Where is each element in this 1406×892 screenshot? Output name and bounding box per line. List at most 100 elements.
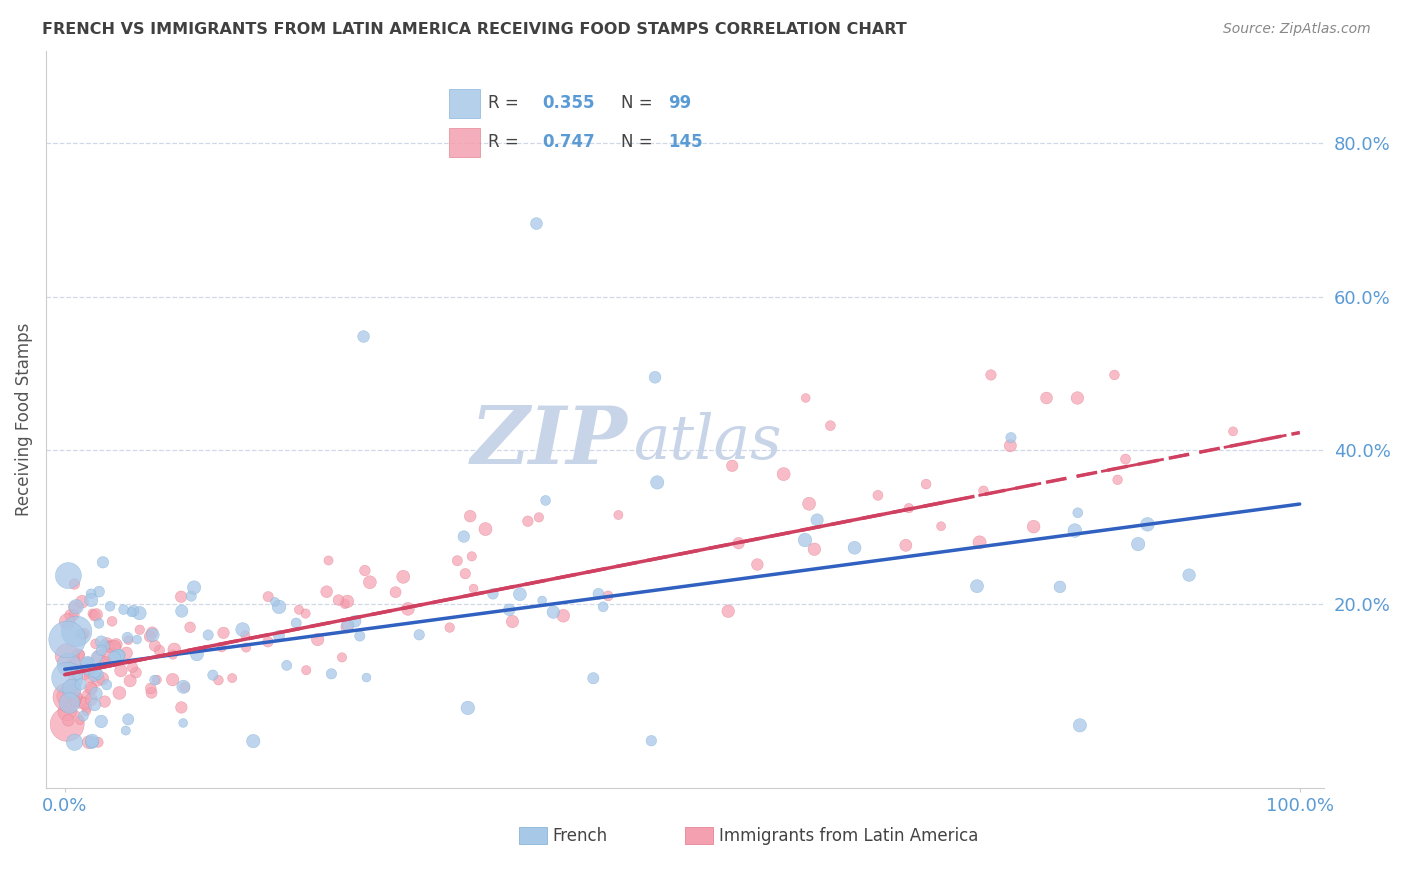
Point [645,475,668,490]
Point [333,597,356,611]
Point [96,637,118,651]
Point [66,648,89,662]
Text: ZIP: ZIP [471,403,628,481]
Point [110,664,132,678]
Point [58,696,80,710]
Point [108,648,131,662]
Point [1115,452,1137,467]
Point [84,686,107,700]
Point [56,705,79,719]
Point [80,681,103,696]
Point [87,667,110,681]
Point [128,623,150,637]
Point [83,668,105,682]
Point [232,623,254,637]
Point [56,690,79,704]
Point [267,629,290,643]
Text: FRENCH VS IMMIGRANTS FROM LATIN AMERICA RECEIVING FOOD STAMPS CORRELATION CHART: FRENCH VS IMMIGRANTS FROM LATIN AMERICA … [42,22,907,37]
Point [69,626,91,640]
Point [173,680,195,694]
Point [1136,517,1159,532]
Point [1022,519,1045,533]
Point [336,618,359,632]
Point [344,615,367,629]
Point [143,639,166,653]
Point [56,696,79,710]
Point [86,607,108,622]
Point [527,510,550,524]
Y-axis label: Receiving Food Stamps: Receiving Food Stamps [15,323,32,516]
Point [1049,580,1071,594]
Point [457,701,479,715]
Point [77,655,100,669]
Point [98,599,121,614]
Point [211,640,233,655]
Point [148,643,170,657]
Point [82,735,104,749]
Point [93,639,115,653]
Point [747,558,769,572]
Point [721,458,744,473]
Point [117,712,139,726]
Point [91,555,114,569]
Point [79,670,101,684]
Point [162,673,184,687]
Point [267,599,290,614]
Point [328,593,350,607]
FancyBboxPatch shape [685,828,713,844]
Text: atlas: atlas [634,412,783,472]
Point [894,538,917,552]
Point [336,620,359,634]
Point [276,658,298,673]
Point [87,673,110,687]
Point [1063,524,1085,538]
Point [915,477,938,491]
Point [128,606,150,620]
Point [1104,368,1126,382]
Text: Immigrants from Latin America: Immigrants from Latin America [718,827,979,845]
Point [439,621,461,635]
Point [172,716,194,731]
Point [58,568,80,582]
Point [90,714,112,729]
Point [242,734,264,748]
Point [501,615,523,629]
Point [980,368,1002,382]
Point [727,536,749,550]
Point [257,635,280,649]
Point [56,671,79,685]
Point [384,585,406,599]
Point [60,661,83,675]
Point [125,665,148,680]
Point [58,681,80,696]
Point [1067,506,1090,520]
Point [163,642,186,657]
Point [117,631,139,645]
Point [103,640,125,655]
Point [108,686,131,700]
Point [498,603,520,617]
Point [141,625,163,640]
Point [103,650,125,665]
Point [117,633,139,648]
Point [76,662,98,676]
Point [84,637,107,651]
Point [66,661,89,675]
Point [65,657,87,671]
Point [94,655,117,669]
Point [170,590,193,604]
Point [65,694,87,708]
Point [87,649,110,664]
Point [803,542,825,557]
Point [307,632,329,647]
Point [101,615,124,629]
Point [1178,568,1201,582]
Point [69,713,91,727]
Point [582,671,605,685]
Point [353,329,375,343]
Point [65,599,87,614]
Point [83,698,105,712]
Point [96,678,118,692]
Point [318,553,340,567]
Point [1035,391,1057,405]
